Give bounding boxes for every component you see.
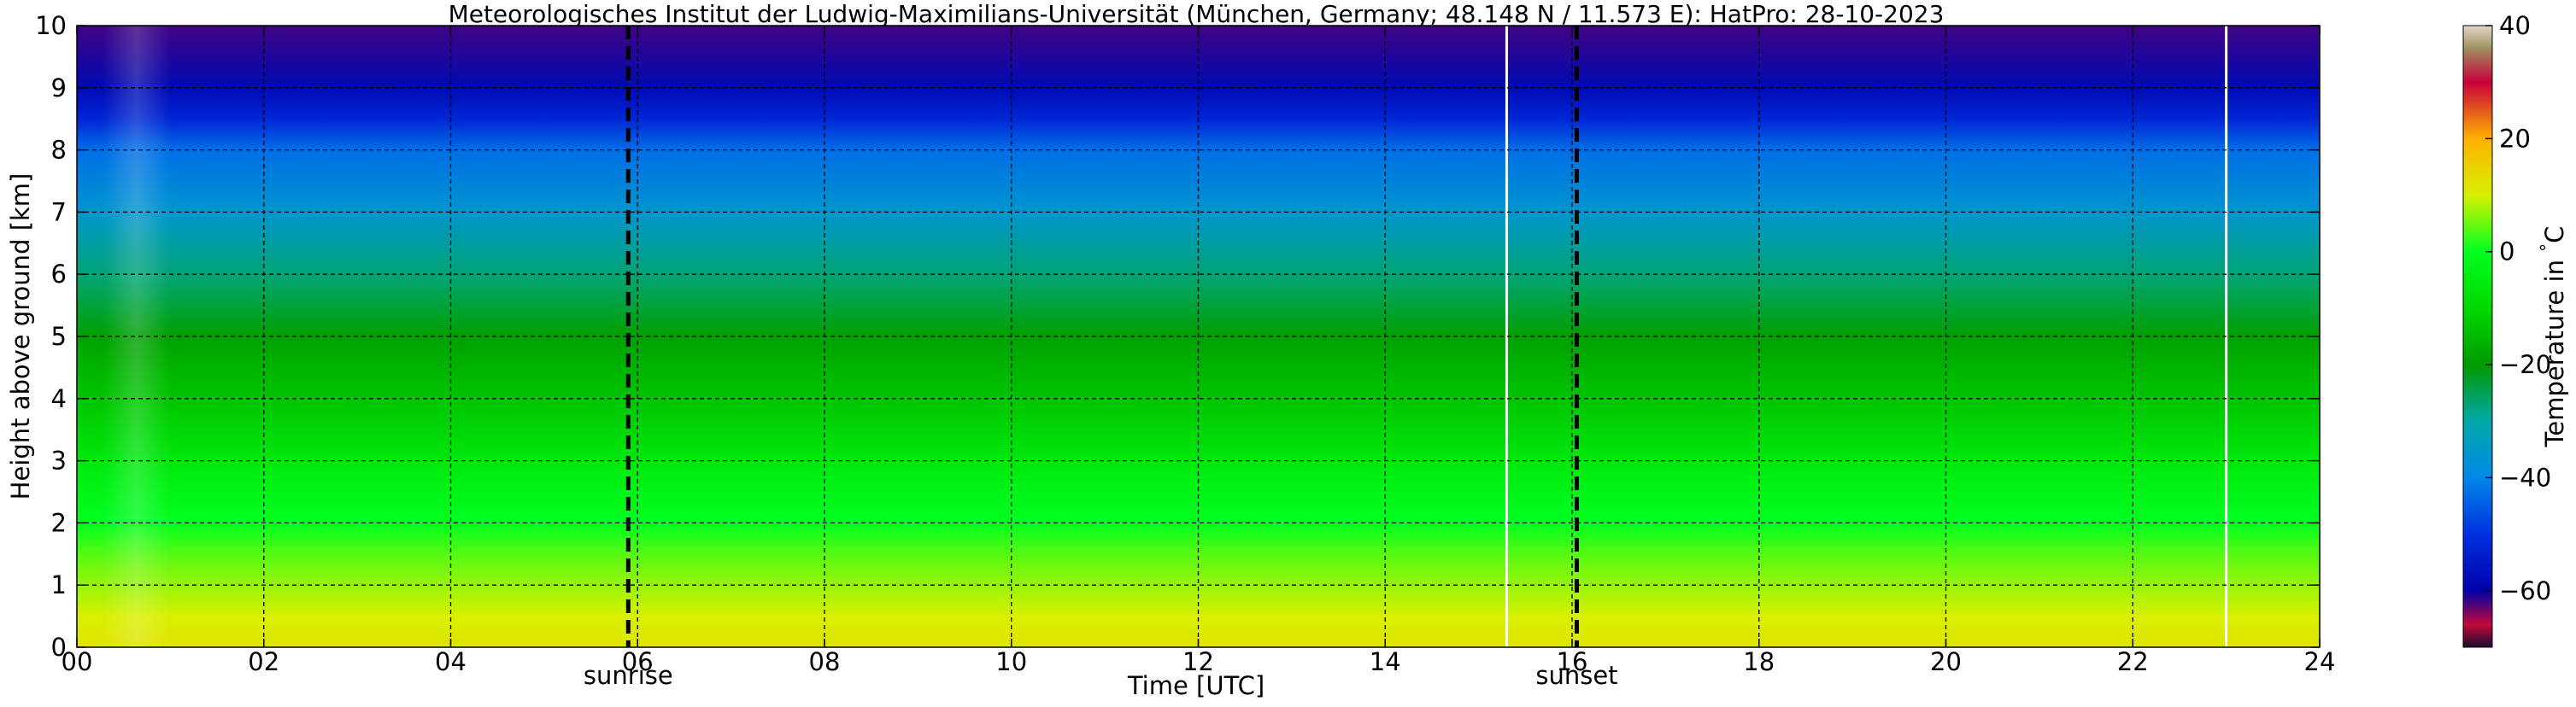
y-axis-ticks: 0 1 2 3 4 5 6 7 8 9 10 [35, 11, 2320, 662]
early-morning-plume [103, 26, 171, 647]
y-tick-label: 2 [51, 508, 67, 537]
x-axis-label: Time [UTC] [1127, 671, 1265, 700]
colorbar-tick-label: −60 [2499, 576, 2551, 605]
x-axis-ticks: 00 02 04 06 08 10 12 14 16 18 20 22 24 [62, 26, 2336, 676]
x-tick-label: 00 [62, 647, 93, 676]
sunset-label: sunset [1535, 661, 1617, 690]
colorbar: −60 −40 −20 0 20 40 Temperature in °C [2462, 11, 2569, 648]
colorbar-tick-label: 40 [2499, 11, 2531, 40]
x-tick-label: 18 [1743, 647, 1775, 676]
y-tick-label: 7 [51, 197, 67, 226]
chart-title: Meteorologisches Institut der Ludwig-Max… [449, 0, 1945, 28]
colorbar-label: Temperature in °C [2537, 226, 2569, 448]
x-tick-label: 16 [1557, 647, 1588, 676]
colorbar-tick-label: −20 [2499, 350, 2551, 379]
y-tick-label: 6 [51, 260, 67, 289]
x-tick-label: 12 [1182, 647, 1214, 676]
y-tick-label: 9 [51, 73, 67, 102]
event-labels: sunrise sunset [584, 661, 1618, 690]
event-lines [625, 26, 1579, 647]
y-tick-label: 10 [35, 11, 67, 40]
x-tick-label: 04 [435, 647, 466, 676]
colorbar-tick-label: −40 [2499, 463, 2551, 492]
colorbar-tick-label: 0 [2499, 237, 2514, 266]
x-tick-label: 06 [622, 647, 654, 676]
colorbar-frame [2462, 25, 2493, 648]
x-tick-label: 14 [1370, 647, 1401, 676]
y-axis-label: Height above ground [km] [6, 173, 35, 500]
grid-lines [77, 26, 2320, 647]
y-tick-label: 8 [51, 136, 67, 165]
x-tick-label: 20 [1930, 647, 1962, 676]
y-tick-label: 5 [51, 322, 67, 351]
colorbar-tick-label: 20 [2499, 124, 2531, 153]
x-tick-label: 24 [2304, 647, 2336, 676]
y-tick-label: 3 [51, 447, 67, 476]
x-tick-label: 10 [995, 647, 1027, 676]
sunrise-label: sunrise [584, 661, 673, 690]
y-tick-label: 4 [51, 384, 67, 413]
x-tick-label: 08 [809, 647, 841, 676]
colorbar-scale [2463, 26, 2492, 647]
y-tick-label: 0 [51, 633, 67, 662]
plot-area: 00 02 04 06 08 10 12 14 16 18 20 22 24 012345678910 … [35, 11, 2335, 690]
x-tick-label: 02 [248, 647, 279, 676]
y-tick-label: 1 [51, 570, 67, 599]
x-tick-label: 22 [2117, 647, 2149, 676]
colorbar-ticks: −60 −40 −20 0 20 40 [2485, 11, 2551, 605]
